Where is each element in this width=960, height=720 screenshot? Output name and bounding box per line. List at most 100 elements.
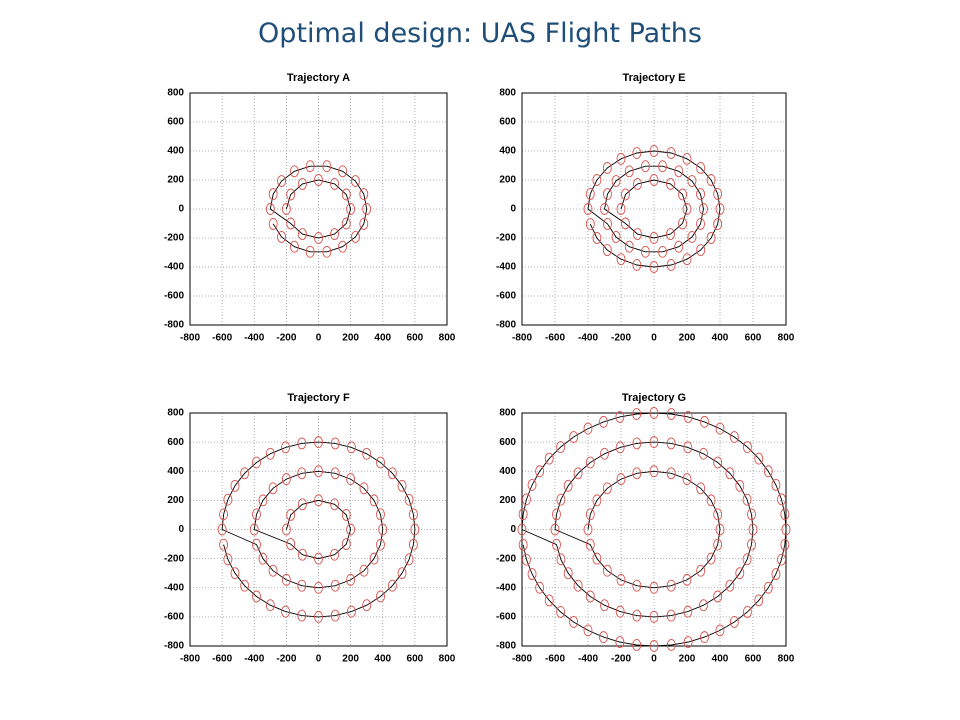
waypoint	[742, 553, 752, 566]
waypoint	[713, 590, 723, 603]
x-tick-label: 400	[374, 333, 391, 344]
waypoint	[583, 624, 593, 637]
waypoint	[713, 508, 723, 521]
waypoint	[674, 165, 684, 178]
waypoint	[408, 508, 418, 521]
waypoint	[666, 437, 676, 450]
waypoint	[713, 187, 723, 200]
waypoint	[666, 467, 676, 480]
x-tick-label: -600	[212, 333, 232, 344]
waypoint	[517, 523, 527, 536]
waypoint	[666, 177, 675, 190]
waypoint	[314, 232, 323, 244]
y-tick-label: 200	[499, 175, 516, 186]
waypoint	[649, 465, 659, 478]
waypoint	[376, 590, 385, 603]
waypoint	[616, 573, 626, 586]
waypoint	[556, 605, 566, 618]
waypoint	[535, 581, 545, 594]
x-tick-label: -400	[244, 333, 264, 344]
x-tick-label: 400	[712, 654, 729, 665]
waypoint	[583, 523, 593, 536]
waypoint	[624, 240, 634, 253]
waypoint	[544, 452, 554, 465]
slide-title: Optimal design: UAS Flight Paths	[258, 18, 702, 49]
waypoint	[666, 639, 676, 651]
waypoint	[742, 441, 752, 454]
waypoint	[666, 408, 676, 420]
waypoint	[281, 523, 291, 536]
waypoint	[780, 508, 790, 521]
waypoint	[410, 523, 420, 536]
plot-title: Trajectory E	[623, 72, 686, 84]
waypoint	[632, 408, 642, 420]
x-tick-label: 200	[679, 654, 696, 665]
waypoint	[649, 407, 659, 419]
waypoint	[346, 605, 356, 618]
waypoint	[314, 174, 323, 186]
y-tick-label: 400	[167, 146, 184, 157]
waypoint	[771, 478, 781, 491]
x-tick-label: 200	[342, 333, 359, 344]
waypoint	[658, 160, 668, 173]
waypoint	[602, 162, 612, 174]
waypoint	[649, 145, 659, 157]
waypoint	[602, 564, 612, 577]
x-tick-label: 200	[679, 333, 696, 344]
y-tick-label: 800	[167, 408, 184, 419]
waypoint	[330, 437, 340, 450]
waypoint	[338, 240, 348, 253]
waypoint	[522, 493, 531, 506]
y-tick-label: -200	[164, 553, 184, 564]
y-tick-label: 0	[178, 204, 184, 215]
x-tick-label: -400	[244, 654, 264, 665]
waypoint	[217, 523, 227, 536]
waypoint	[599, 631, 608, 644]
waypoint	[696, 482, 706, 495]
flight-path	[221, 441, 416, 618]
waypoint	[362, 599, 372, 612]
waypoint	[281, 473, 291, 486]
waypoint	[658, 245, 668, 258]
waypoint	[616, 152, 626, 165]
x-tick-label: 600	[745, 654, 762, 665]
waypoint	[633, 228, 642, 241]
y-tick-label: 600	[167, 437, 184, 448]
waypoint	[742, 493, 752, 506]
waypoint	[346, 573, 356, 586]
x-tick-label: -200	[276, 654, 296, 665]
waypoint	[404, 553, 414, 566]
waypoint	[286, 217, 296, 230]
waypoint	[369, 494, 379, 507]
y-tick-label: 200	[167, 495, 184, 506]
waypoint	[330, 498, 340, 511]
waypoint	[706, 174, 716, 186]
y-tick-label: 0	[510, 524, 516, 535]
y-tick-label: -400	[164, 262, 184, 273]
waypoint	[616, 203, 626, 215]
plot-title: Trajectory G	[622, 392, 686, 404]
waypoint	[682, 203, 692, 215]
waypoint	[747, 508, 756, 521]
x-tick-label: -800	[512, 654, 532, 665]
waypoint	[683, 441, 693, 454]
waypoint	[314, 465, 323, 478]
waypoint	[556, 493, 566, 506]
waypoint	[249, 523, 259, 536]
waypoint	[706, 494, 716, 507]
waypoint	[777, 553, 786, 566]
waypoint	[666, 147, 676, 159]
waypoint	[297, 467, 307, 480]
waypoint	[552, 538, 561, 551]
waypoint	[725, 467, 735, 480]
y-tick-label: -400	[496, 262, 516, 273]
x-tick-label: -200	[611, 654, 631, 665]
waypoint	[527, 568, 537, 581]
waypoint	[674, 240, 684, 253]
waypoint	[585, 456, 595, 469]
waypoint	[268, 564, 278, 577]
y-tick-label: -800	[496, 320, 516, 331]
waypoint	[621, 217, 630, 230]
plot-frame	[189, 412, 448, 647]
waypoint	[706, 232, 716, 244]
